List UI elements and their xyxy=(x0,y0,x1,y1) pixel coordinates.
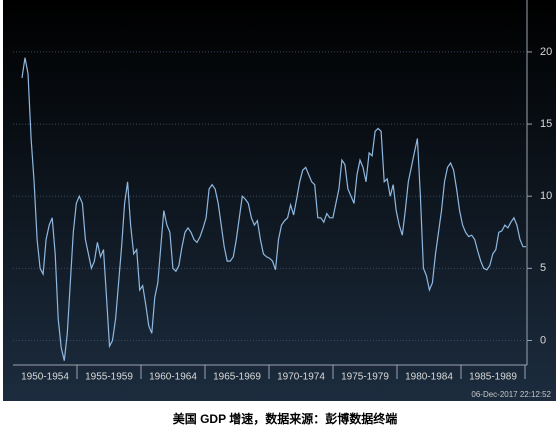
y-tick-label: 0 xyxy=(540,334,546,346)
x-tick-label: 1965-1969 xyxy=(213,372,261,383)
x-tick-label: 1975-1979 xyxy=(341,372,389,383)
x-tick-label: 1970-1974 xyxy=(277,372,325,383)
y-tick-label: 10 xyxy=(540,190,552,202)
data-line xyxy=(21,57,526,361)
x-tick-label: 1980-1984 xyxy=(405,372,453,383)
caption: 美国 GDP 增速，数据来源：彭博数据终端 xyxy=(173,411,397,426)
y-tick-label: 15 xyxy=(540,118,552,130)
timestamp: 06-Dec-2017 22:12:52 xyxy=(471,390,551,399)
x-tick-label: 1960-1964 xyxy=(149,372,197,383)
x-tick-label: 1985-1989 xyxy=(469,372,517,383)
x-tick-label: 1950-1954 xyxy=(21,372,69,383)
y-tick-label: 5 xyxy=(540,262,546,274)
chart-background xyxy=(3,0,556,401)
y-tick-label: 20 xyxy=(540,46,552,58)
x-tick-label: 1955-1959 xyxy=(85,372,133,383)
